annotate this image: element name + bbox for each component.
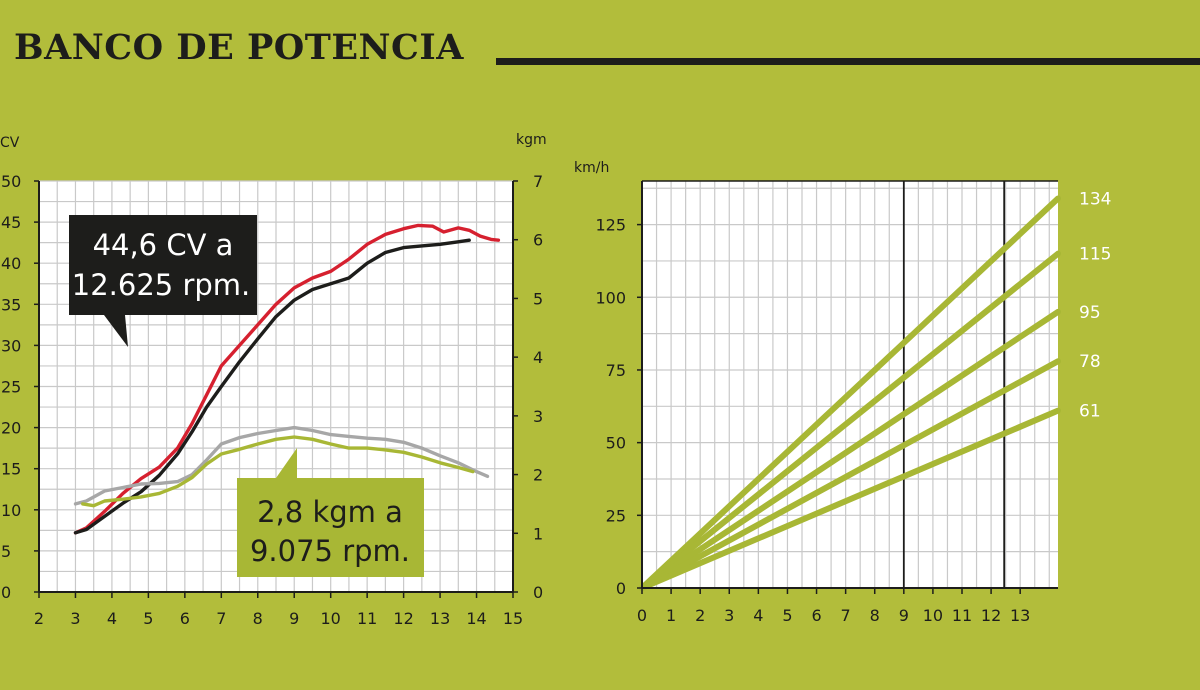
speed-label-61: 61 [1079, 402, 1101, 422]
power-torque-axes: 2 3 4 5 6 7 8 9 10 11 12 13 14 1505101520253035404550… [1, 172, 543, 628]
title-rule [496, 58, 1200, 65]
x-tick-label: 3 [724, 606, 734, 625]
y-left-tick-label: 45 [1, 213, 21, 232]
y-right-axis-label: kgm [516, 132, 547, 148]
x-tick-label: 8 [870, 606, 880, 625]
x-tick-label: 9 [899, 606, 909, 625]
x-tick-label: 8 [253, 609, 263, 628]
torque-gray-line [73, 425, 490, 506]
x-tick-label: 6 [180, 609, 190, 628]
y-left-tick-label: 20 [1, 419, 21, 438]
x-tick-label: 7 [841, 606, 851, 625]
speed-label-134: 134 [1079, 189, 1111, 209]
page-title: BANCO DE POTENCIA [14, 27, 464, 68]
x-tick-label: 4 [107, 609, 117, 628]
x-tick-label: 6 [811, 606, 821, 625]
x-tick-label: 5 [782, 606, 792, 625]
power-peak-callout: 44,6 CV a 12.625 rpm. [69, 215, 257, 347]
y-left-tick-label: 40 [1, 254, 21, 273]
x-tick-label: 11 [357, 609, 377, 628]
x-tick-label: 15 [503, 609, 523, 628]
x-tick-label: 10 [923, 606, 943, 625]
x-tick-label: 2 [34, 609, 44, 628]
y-right-tick-label: 0 [533, 583, 543, 602]
power-callout-box [69, 215, 257, 347]
y-tick-label: 125 [595, 216, 626, 235]
x-tick-label: 13 [1010, 606, 1030, 625]
y-tick-label: 75 [606, 361, 626, 380]
power-black-line [73, 238, 471, 535]
torque-callout-line1: 2,8 kgm a [257, 495, 403, 529]
power-torque-series [73, 223, 501, 535]
y-left-tick-label: 30 [1, 336, 21, 355]
y-right-tick-label: 6 [533, 231, 543, 250]
y-tick-label: 100 [595, 288, 626, 307]
x-tick-label: 12 [393, 609, 413, 628]
speed-line-61 [639, 407, 1061, 591]
x-tick-label: 13 [430, 609, 450, 628]
y-tick-label: 25 [606, 506, 626, 525]
power-torque-chart: 2 3 4 5 6 7 8 9 10 11 12 13 14 1505101520253035404550… [0, 132, 547, 628]
speed-label-95: 95 [1079, 303, 1101, 323]
torque-callout-box [237, 448, 424, 577]
speed-series: 134 115 95 78 61 [639, 189, 1111, 591]
x-tick-label: 3 [70, 609, 80, 628]
y-left-tick-label: 5 [1, 542, 11, 561]
x-tick-label: 11 [952, 606, 972, 625]
y-right-tick-label: 2 [533, 466, 543, 485]
x-tick-label: 1 [666, 606, 676, 625]
y-left-tick-label: 25 [1, 378, 21, 397]
x-tick-label: 14 [466, 609, 486, 628]
y-right-tick-label: 7 [533, 172, 543, 191]
x-tick-label: 0 [637, 606, 647, 625]
y-tick-label: 50 [606, 434, 626, 453]
y-right-tick-label: 4 [533, 348, 543, 367]
power-callout-line1: 44,6 CV a [93, 228, 234, 262]
y-right-tick-label: 3 [533, 407, 543, 426]
y-right-tick-label: 5 [533, 289, 543, 308]
y-left-tick-label: 15 [1, 460, 21, 479]
x-tick-label: 7 [216, 609, 226, 628]
x-tick-label: 10 [321, 609, 341, 628]
y-left-tick-label: 0 [1, 583, 11, 602]
speed-line-78 [639, 358, 1061, 591]
speed-label-115: 115 [1079, 245, 1111, 265]
torque-peak-callout: 2,8 kgm a 9.075 rpm. [237, 448, 424, 577]
torque-callout-line2: 9.075 rpm. [250, 534, 410, 568]
speed-line-95 [639, 308, 1061, 591]
y-left-tick-label: 50 [1, 172, 21, 191]
speed-line-134 [639, 195, 1061, 591]
speed-label-78: 78 [1079, 352, 1101, 372]
x-tick-label: 4 [753, 606, 763, 625]
x-tick-label: 2 [695, 606, 705, 625]
y-left-axis-label: CV [0, 135, 20, 151]
x-tick-label: 12 [981, 606, 1001, 625]
power-callout-line2: 12.625 rpm. [72, 268, 251, 302]
torque-green-line [81, 435, 475, 508]
y-right-tick-label: 1 [533, 524, 543, 543]
x-tick-label: 9 [289, 609, 299, 628]
speed-line-115 [639, 250, 1061, 591]
speed-y-axis-label: km/h [574, 160, 609, 176]
power-red-line [73, 223, 501, 535]
x-tick-label: 5 [143, 609, 153, 628]
y-tick-label: 0 [616, 579, 626, 598]
y-left-tick-label: 35 [1, 295, 21, 314]
y-left-tick-label: 10 [1, 501, 21, 520]
